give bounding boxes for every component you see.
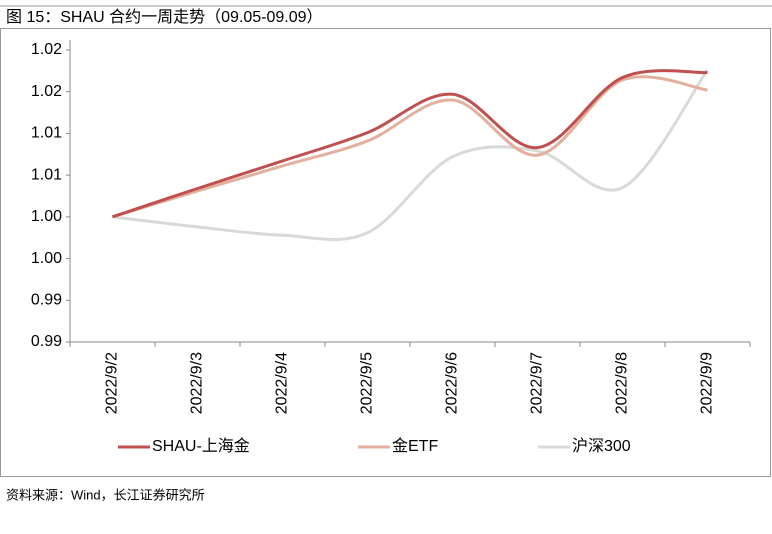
x-tick-label: 2022/9/4 [274, 352, 291, 414]
series-line [112, 69, 709, 242]
x-tick-label: 2022/9/6 [444, 352, 461, 414]
x-tick-label: 2022/9/2 [104, 352, 121, 414]
series-line [112, 69, 708, 219]
series-line [112, 75, 708, 219]
x-tick-label: 2022/9/9 [699, 352, 716, 414]
y-tick-label: 0.99 [31, 292, 62, 309]
chart-title: 图 15：SHAU 合约一周走势（09.05-09.09） [6, 8, 323, 26]
y-tick-label: 0.99 [31, 333, 62, 350]
x-tick-label: 2022/9/3 [189, 352, 206, 414]
y-tick-label: 1.02 [31, 83, 62, 100]
legend-label: SHAU-上海金 [152, 437, 250, 455]
frame [0, 28, 771, 477]
x-tick-label: 2022/9/7 [529, 352, 546, 414]
source-note: 资料来源：Wind，长江证券研究所 [6, 487, 205, 502]
legend-label: 金ETF [392, 437, 438, 455]
y-tick-label: 1.01 [31, 166, 62, 183]
y-tick-label: 1.02 [31, 41, 62, 58]
y-tick-label: 1.01 [31, 125, 62, 142]
y-tick-label: 1.00 [31, 208, 62, 225]
x-tick-label: 2022/9/5 [359, 352, 376, 414]
y-tick-label: 1.00 [31, 250, 62, 267]
legend-label: 沪深300 [572, 437, 631, 455]
x-tick-label: 2022/9/8 [614, 352, 631, 414]
